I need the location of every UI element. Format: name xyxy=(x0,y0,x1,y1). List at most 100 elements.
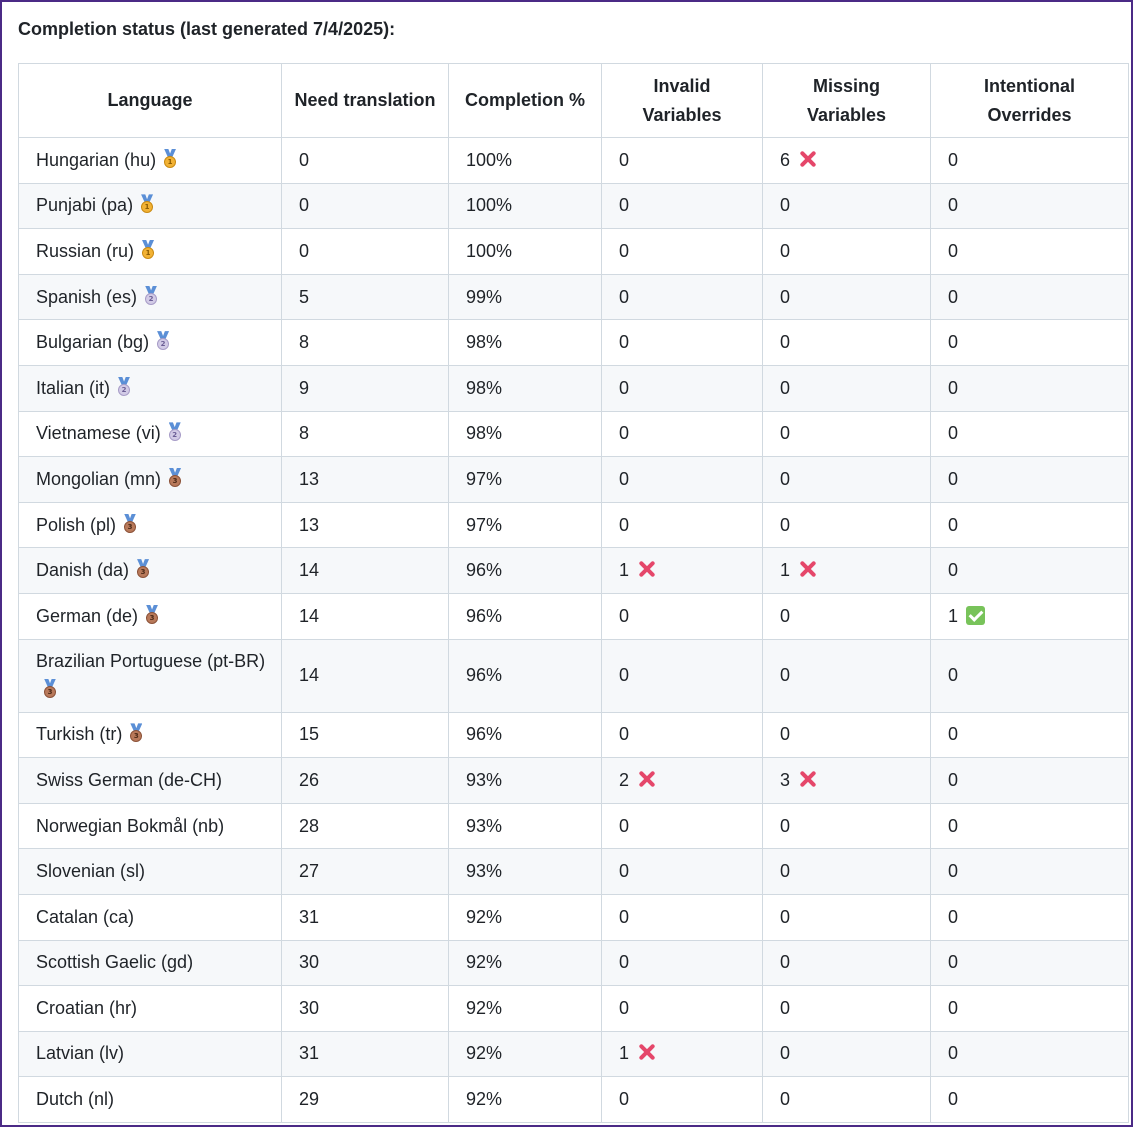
language-cell: Dutch (nl) xyxy=(18,1076,282,1123)
invalid-variables-cell: 0 xyxy=(601,410,763,458)
need-translation-value: 5 xyxy=(299,286,310,307)
table-row: Croatian (hr) 30 92% 0 0 0 xyxy=(18,985,1129,1032)
language-name: Bulgarian (bg) xyxy=(36,332,150,353)
completion-value: 99% xyxy=(466,286,503,307)
need-translation-cell: 0 xyxy=(281,137,449,184)
invalid-variables-value: 1 xyxy=(619,560,630,581)
invalid-variables-value: 0 xyxy=(619,952,630,973)
missing-variables-cell: 0 xyxy=(762,501,931,549)
bronze-medal-icon: 3 xyxy=(122,513,138,534)
table-row: Russian (ru) 1 0 100% 0 0 0 xyxy=(18,228,1129,275)
language-name: Swiss German (de-CH) xyxy=(36,769,223,790)
invalid-variables-cell: 0 xyxy=(601,273,763,321)
language-name: Brazilian Portuguese (pt-BR) xyxy=(36,650,266,671)
intentional-overrides-cell: 0 xyxy=(930,364,1129,412)
completion-value: 96% xyxy=(466,665,503,686)
missing-variables-value: 0 xyxy=(780,195,791,216)
missing-variables-cell: 0 xyxy=(762,592,931,640)
check-mark-icon xyxy=(966,605,986,625)
missing-variables-cell: 0 xyxy=(762,1076,931,1123)
column-header-invalid-variables: Invalid Variables xyxy=(601,63,763,138)
completion-cell: 92% xyxy=(448,939,602,987)
invalid-variables-value: 0 xyxy=(619,514,630,535)
invalid-variables-value: 0 xyxy=(619,1089,630,1110)
table-row: Spanish (es) 2 5 99% 0 0 0 xyxy=(18,273,1129,321)
table-header-row: Language Need translation Completion % I… xyxy=(18,63,1129,138)
completion-value: 98% xyxy=(466,377,503,398)
need-translation-cell: 30 xyxy=(281,939,449,987)
x-mark-icon xyxy=(637,769,657,789)
silver-medal-icon: 2 xyxy=(155,331,171,351)
language-cell: Norwegian Bokmål (nb) xyxy=(18,802,282,850)
need-translation-cell: 29 xyxy=(281,1076,449,1123)
intentional-overrides-value: 0 xyxy=(948,149,959,170)
invalid-variables-value: 0 xyxy=(619,240,630,261)
need-translation-value: 29 xyxy=(299,1089,320,1110)
invalid-variables-cell: 0 xyxy=(601,456,763,503)
completion-value: 100% xyxy=(466,195,513,216)
completion-cell: 93% xyxy=(448,757,602,804)
need-translation-cell: 9 xyxy=(281,364,449,412)
language-name: Italian (it) xyxy=(36,377,111,398)
completion-value: 93% xyxy=(466,769,503,790)
missing-variables-value: 1 xyxy=(780,560,791,581)
need-translation-cell: 0 xyxy=(281,182,449,230)
intentional-overrides-value: 0 xyxy=(948,423,959,444)
missing-variables-value: 0 xyxy=(780,815,791,836)
completion-cell: 96% xyxy=(448,547,602,594)
invalid-variables-cell: 1 xyxy=(601,1030,763,1078)
intentional-overrides-cell: 1 xyxy=(930,592,1129,640)
intentional-overrides-cell: 0 xyxy=(930,711,1129,759)
need-translation-value: 9 xyxy=(299,377,310,398)
language-cell: Spanish (es) 2 xyxy=(18,273,282,321)
completion-cell: 93% xyxy=(448,802,602,850)
completion-value: 92% xyxy=(466,952,503,973)
table-row: Hungarian (hu) 1 0 100% 0 6 0 xyxy=(18,137,1129,184)
intentional-overrides-cell: 0 xyxy=(930,501,1129,549)
intentional-overrides-cell: 0 xyxy=(930,547,1129,594)
language-name: Polish (pl) xyxy=(36,514,117,535)
missing-variables-value: 0 xyxy=(780,665,791,686)
need-translation-cell: 5 xyxy=(281,273,449,321)
need-translation-value: 13 xyxy=(299,468,320,489)
table-row: Vietnamese (vi) 2 8 98% 0 0 0 xyxy=(18,410,1129,458)
missing-variables-value: 3 xyxy=(780,769,791,790)
invalid-variables-cell: 0 xyxy=(601,501,763,549)
need-translation-cell: 14 xyxy=(281,638,449,713)
completion-cell: 97% xyxy=(448,501,602,549)
intentional-overrides-cell: 0 xyxy=(930,137,1129,184)
language-cell: Croatian (hr) xyxy=(18,985,282,1032)
completion-value: 98% xyxy=(466,423,503,444)
intentional-overrides-value: 0 xyxy=(948,665,959,686)
missing-variables-cell: 0 xyxy=(762,848,931,895)
completion-value: 92% xyxy=(466,997,503,1018)
language-cell: Hungarian (hu) 1 xyxy=(18,137,282,184)
table-row: Slovenian (sl) 27 93% 0 0 0 xyxy=(18,848,1129,895)
invalid-variables-cell: 0 xyxy=(601,893,763,941)
language-cell: Vietnamese (vi) 2 xyxy=(18,410,282,458)
need-translation-cell: 14 xyxy=(281,592,449,640)
completion-value: 97% xyxy=(466,514,503,535)
completion-value: 96% xyxy=(466,560,503,581)
need-translation-value: 13 xyxy=(299,514,320,535)
invalid-variables-value: 0 xyxy=(619,724,630,745)
language-cell: German (de) 3 xyxy=(18,592,282,640)
bronze-medal-icon: 3 xyxy=(128,723,144,743)
need-translation-value: 30 xyxy=(299,997,320,1018)
invalid-variables-value: 0 xyxy=(619,423,630,444)
completion-value: 93% xyxy=(466,861,503,882)
need-translation-cell: 27 xyxy=(281,848,449,895)
need-translation-value: 14 xyxy=(299,605,320,626)
missing-variables-value: 0 xyxy=(780,240,791,261)
missing-variables-cell: 0 xyxy=(762,985,931,1032)
language-name: Russian (ru) xyxy=(36,240,135,261)
missing-variables-value: 0 xyxy=(780,997,791,1018)
completion-cell: 92% xyxy=(448,893,602,941)
missing-variables-value: 0 xyxy=(780,605,791,626)
completion-cell: 99% xyxy=(448,273,602,321)
completion-value: 100% xyxy=(466,149,513,170)
need-translation-value: 14 xyxy=(299,560,320,581)
need-translation-cell: 8 xyxy=(281,319,449,366)
language-name: Spanish (es) xyxy=(36,286,138,307)
language-name: Croatian (hr) xyxy=(36,997,138,1018)
